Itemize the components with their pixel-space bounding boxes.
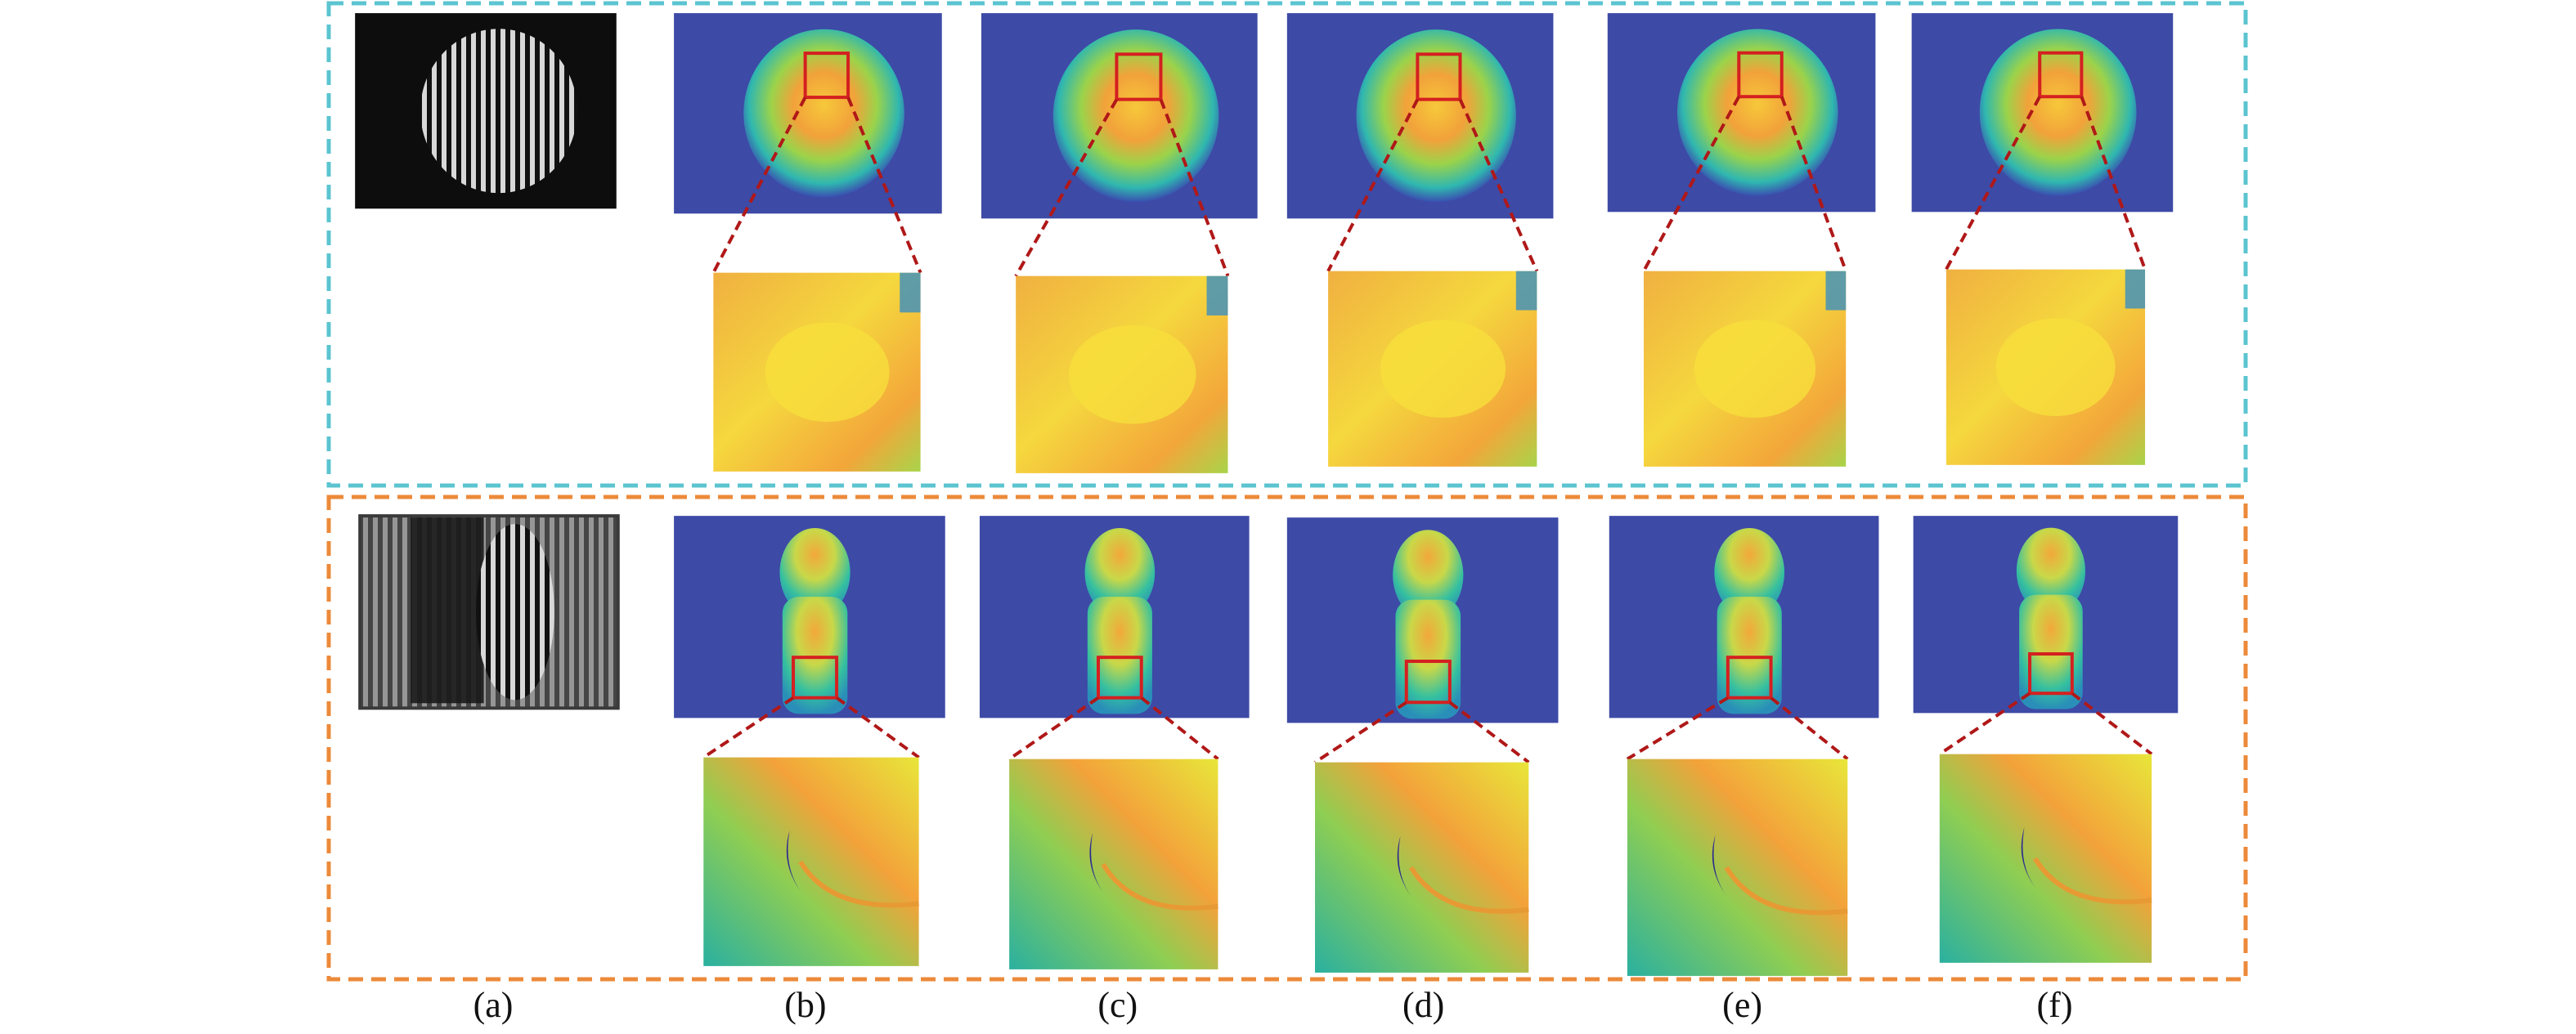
inset-feature xyxy=(1694,320,1816,419)
edge xyxy=(798,860,919,908)
inset-corner xyxy=(900,272,921,313)
edge xyxy=(2032,857,2152,905)
depth-object-head xyxy=(1714,527,1785,617)
zoom-line xyxy=(1014,98,1119,277)
zoom-line xyxy=(2071,692,2153,756)
roi-box xyxy=(2028,651,2074,696)
depth-object xyxy=(743,29,904,198)
zoom-inset xyxy=(703,757,919,966)
roi-box xyxy=(1737,51,1784,99)
inset-corner xyxy=(1206,275,1228,316)
panel-label: (b) xyxy=(784,985,826,1025)
zoom-line xyxy=(702,696,795,759)
inset-corner xyxy=(1825,271,1847,311)
inset-feature xyxy=(765,322,890,423)
zoom-line xyxy=(711,96,807,274)
roi-box xyxy=(1115,52,1163,101)
inset-feature xyxy=(1069,325,1196,424)
inset-corner xyxy=(2125,269,2146,309)
panel-label: (a) xyxy=(473,985,514,1025)
depth-object-body xyxy=(1087,597,1152,714)
edge xyxy=(1724,866,1848,915)
depth-object-body xyxy=(1395,599,1461,719)
hole xyxy=(1712,835,1727,897)
depth-object xyxy=(1356,29,1516,203)
hole xyxy=(1397,835,1412,897)
zoom-line xyxy=(1945,96,2041,271)
roi-box xyxy=(1404,660,1452,705)
zoom-line xyxy=(1458,98,1539,272)
zoom-line xyxy=(1770,696,1849,761)
zoom-line xyxy=(1159,98,1230,277)
zoom-line xyxy=(1938,692,2031,756)
depth-object xyxy=(1676,29,1838,196)
zoom-line xyxy=(1326,98,1420,272)
zoom-inset xyxy=(1009,759,1218,969)
zoom-line xyxy=(1008,696,1100,761)
zoom-inset xyxy=(1315,762,1529,973)
inset-feature xyxy=(1380,320,1506,419)
depth-object-head xyxy=(2016,527,2085,615)
group-box-bottom xyxy=(326,495,2248,982)
roi-box xyxy=(2038,51,2084,99)
depth-object-head xyxy=(779,527,850,617)
roi-box xyxy=(1726,656,1773,700)
hole xyxy=(1089,832,1105,894)
depth-object-head xyxy=(1393,530,1464,620)
roi-box xyxy=(803,51,850,100)
hole xyxy=(2021,826,2036,889)
inset-feature xyxy=(1995,318,2116,417)
zoom-line xyxy=(1448,701,1530,764)
depth-object xyxy=(1052,29,1219,203)
roi-box xyxy=(1097,656,1143,700)
roi-box xyxy=(792,656,839,700)
panel-label: (d) xyxy=(1402,985,1444,1025)
zoom-line xyxy=(1313,701,1407,764)
edge xyxy=(1409,866,1529,914)
group-box-top xyxy=(326,1,2248,488)
zoom-inset xyxy=(1939,754,2152,963)
edge xyxy=(1101,862,1218,911)
fringe-object xyxy=(420,29,577,194)
panel-label: (c) xyxy=(1097,985,1138,1025)
panel-label: (e) xyxy=(1722,985,1762,1025)
depth-object-head xyxy=(1084,527,1156,617)
depth-object-body xyxy=(1717,597,1782,714)
zoom-inset xyxy=(1627,759,1848,976)
roi-box xyxy=(1416,52,1462,101)
zoom-line xyxy=(846,96,922,274)
inset-corner xyxy=(1515,271,1537,311)
zoom-line xyxy=(1642,96,1741,272)
zoom-line xyxy=(1140,696,1219,761)
fringe-object xyxy=(475,524,554,701)
depth-object xyxy=(1979,29,2137,196)
depth-object-body xyxy=(782,597,848,714)
panel-label: (f) xyxy=(2037,985,2073,1025)
zoom-line xyxy=(835,696,920,759)
hole xyxy=(786,830,801,892)
shadow xyxy=(411,517,484,704)
depth-object-body xyxy=(2019,594,2083,709)
zoom-line xyxy=(1626,696,1729,761)
